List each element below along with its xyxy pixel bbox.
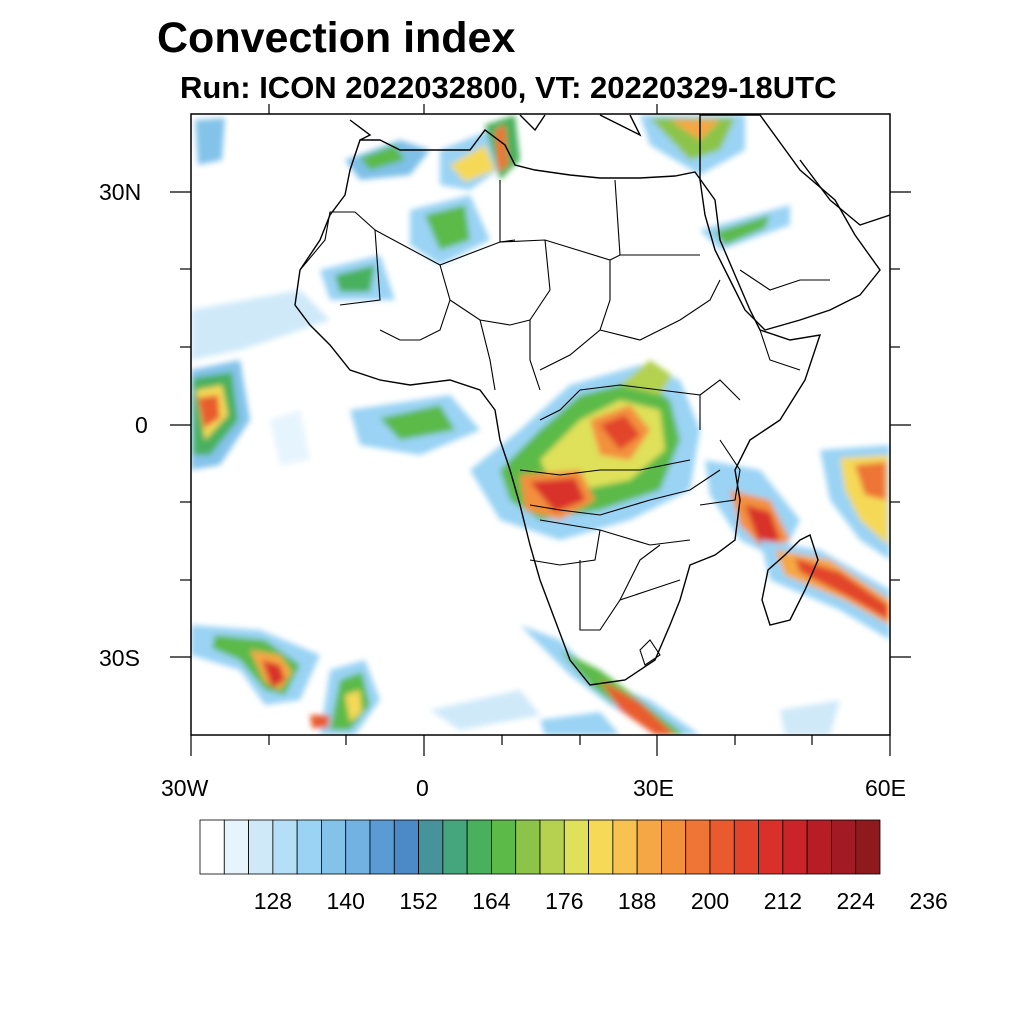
colorbar-box-18 [636, 819, 662, 875]
colorbar-label: 164 [472, 888, 511, 914]
colorbar-box-21 [709, 819, 735, 875]
colorbar-label: 212 [763, 888, 803, 914]
lon-label-30e: 30E [633, 775, 674, 801]
colorbar-box-16 [588, 819, 614, 875]
coastlines [294, 114, 890, 686]
lat-label-30n: 30N [99, 179, 142, 205]
colorbar-box-4 [296, 819, 322, 875]
colorbar-label: 200 [690, 888, 730, 914]
axis-ticks [170, 104, 911, 756]
lat-label-0: 0 [135, 412, 148, 438]
colorbar-box-24 [782, 819, 808, 875]
lon-label-0: 0 [416, 775, 429, 801]
lon-label-30w: 30W [161, 775, 209, 801]
colorbar-label: 140 [326, 888, 365, 914]
colorbar-box-15 [563, 819, 589, 875]
colorbar-box-7 [369, 819, 395, 875]
colorbar-box-3 [272, 819, 298, 875]
colorbar-box-22 [733, 819, 759, 875]
country-borders [299, 179, 830, 666]
colorbar-label: 224 [836, 888, 875, 914]
colorbar-box-20 [685, 819, 711, 875]
colorbar-label: 188 [617, 888, 657, 914]
colorbar-box-27 [855, 819, 881, 875]
colorbar-box-5 [321, 819, 347, 875]
colorbar [199, 819, 881, 875]
colorbar-box-11 [466, 819, 492, 875]
lat-label-30s: 30S [99, 645, 140, 671]
colorbar-label: 128 [253, 888, 293, 914]
colorbar-label: 152 [399, 888, 438, 914]
colorbar-box-2 [248, 819, 274, 875]
map-subtitle: Run: ICON 2022032800, VT: 20220329-18UTC [180, 70, 837, 105]
colorbar-box-6 [345, 819, 371, 875]
colorbar-box-23 [758, 819, 784, 875]
colorbar-label: 236 [909, 888, 948, 914]
colorbar-box-19 [661, 819, 687, 875]
colorbar-box-14 [539, 819, 565, 875]
colorbar-box-1 [223, 819, 249, 875]
map-title: Convection index [157, 14, 516, 62]
colorbar-box-26 [831, 819, 857, 875]
colorbar-box-12 [491, 819, 517, 875]
colorbar-box-13 [515, 819, 541, 875]
colorbar-box-10 [442, 819, 468, 875]
convection-field [191, 115, 890, 735]
colorbar-box-17 [612, 819, 638, 875]
colorbar-box-25 [806, 819, 832, 875]
lon-label-60e: 60E [865, 775, 906, 801]
colorbar-label: 176 [545, 888, 584, 914]
colorbar-box-9 [418, 819, 444, 875]
colorbar-box-8 [393, 819, 419, 875]
colorbar-box-0 [199, 819, 225, 875]
